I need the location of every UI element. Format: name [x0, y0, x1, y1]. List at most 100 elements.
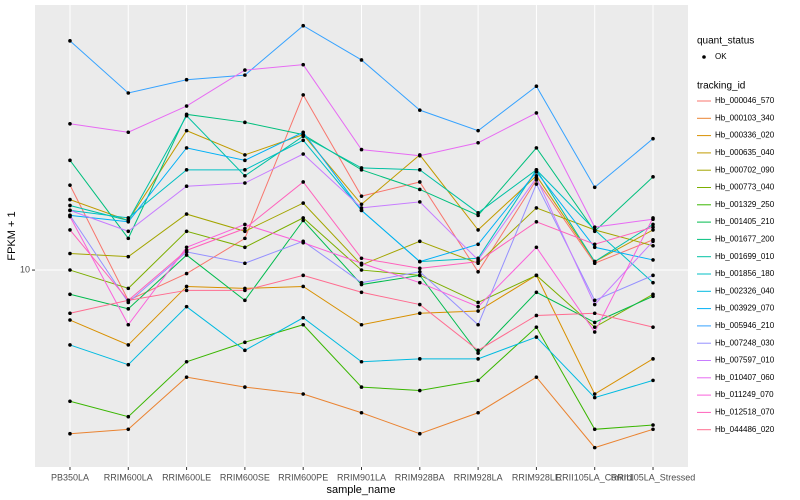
- legend-point-key: [702, 55, 706, 59]
- data-point: [476, 242, 480, 247]
- data-point: [418, 168, 422, 172]
- data-point: [359, 261, 364, 266]
- data-point: [301, 240, 305, 245]
- data-point: [651, 325, 655, 329]
- data-point: [68, 318, 72, 322]
- data-point: [651, 225, 655, 229]
- legend-text: Hb_044486_020: [715, 425, 775, 434]
- legend-text: Hb_001699_010: [715, 252, 775, 261]
- legend-title: quant_status: [697, 36, 754, 47]
- data-point: [592, 325, 597, 329]
- data-point: [301, 218, 305, 223]
- data-point: [126, 220, 131, 224]
- legend-text: Hb_005946_210: [715, 321, 775, 330]
- data-point: [359, 166, 364, 170]
- data-point: [301, 138, 305, 143]
- data-point: [184, 245, 189, 250]
- data-point: [184, 212, 189, 216]
- data-point: [592, 445, 597, 450]
- data-point: [592, 228, 597, 232]
- data-point: [301, 392, 305, 396]
- data-point: [476, 410, 480, 415]
- data-point: [243, 298, 247, 303]
- data-point: [243, 261, 247, 266]
- data-point: [126, 362, 131, 367]
- data-point: [592, 298, 597, 303]
- data-point: [651, 239, 655, 244]
- data-point: [126, 254, 131, 259]
- data-point: [68, 39, 72, 43]
- data-point: [476, 270, 480, 274]
- data-point: [651, 222, 655, 227]
- data-point: [359, 290, 364, 295]
- data-point: [184, 113, 189, 118]
- data-point: [184, 184, 189, 189]
- data-point: [68, 268, 72, 272]
- data-point: [418, 239, 422, 244]
- data-point: [301, 62, 305, 67]
- data-point: [126, 307, 131, 311]
- data-point: [301, 315, 305, 320]
- data-point: [126, 298, 131, 303]
- data-point: [534, 325, 539, 329]
- data-point: [126, 229, 131, 234]
- data-point: [184, 146, 189, 150]
- data-point: [243, 158, 247, 163]
- data-point: [243, 340, 247, 345]
- data-point: [243, 73, 247, 77]
- data-point: [243, 348, 247, 353]
- x-tick-label: RRIM600LA: [104, 472, 153, 482]
- legend-text: Hb_000103_340: [715, 113, 775, 122]
- data-point: [126, 236, 131, 241]
- data-point: [534, 273, 539, 278]
- data-point: [534, 206, 539, 210]
- legend-title: tracking_id: [697, 81, 745, 92]
- data-point: [359, 359, 364, 364]
- data-point: [184, 248, 189, 253]
- legend-text: Hb_000773_040: [715, 183, 775, 192]
- data-point: [301, 180, 305, 184]
- data-point: [126, 343, 131, 347]
- data-point: [359, 410, 364, 415]
- data-point: [301, 152, 305, 156]
- data-point: [534, 290, 539, 295]
- data-point: [359, 268, 364, 272]
- data-point: [68, 183, 72, 187]
- data-point: [301, 322, 305, 327]
- data-point: [534, 146, 539, 150]
- data-point: [592, 225, 597, 229]
- data-point: [243, 174, 247, 178]
- data-point: [359, 202, 364, 207]
- data-point: [359, 58, 364, 62]
- data-point: [418, 357, 422, 361]
- data-point: [68, 399, 72, 404]
- x-tick-label: RRIM600LE: [162, 472, 211, 482]
- data-point: [592, 320, 597, 325]
- data-point: [68, 292, 72, 297]
- data-point: [592, 392, 597, 396]
- data-point: [68, 197, 72, 202]
- data-point: [651, 258, 655, 262]
- data-point: [476, 348, 480, 353]
- data-point: [476, 259, 480, 264]
- data-point: [476, 128, 480, 133]
- data-point: [534, 176, 539, 180]
- data-point: [68, 158, 72, 163]
- data-point: [534, 84, 539, 89]
- data-point: [359, 147, 364, 152]
- data-point: [592, 395, 597, 400]
- data-point: [243, 168, 247, 172]
- data-point: [243, 120, 247, 125]
- legend-text: Hb_001677_200: [715, 235, 775, 244]
- data-point: [592, 311, 597, 316]
- x-tick-label: RRII105LA_Control: [556, 472, 634, 482]
- data-point: [651, 136, 655, 141]
- legend-text: Hb_000336_020: [715, 131, 775, 140]
- data-point: [68, 203, 72, 208]
- data-point: [243, 385, 247, 389]
- data-point: [418, 153, 422, 158]
- data-point: [476, 300, 480, 305]
- data-point: [301, 201, 305, 205]
- data-point: [651, 423, 655, 427]
- data-point: [243, 153, 247, 157]
